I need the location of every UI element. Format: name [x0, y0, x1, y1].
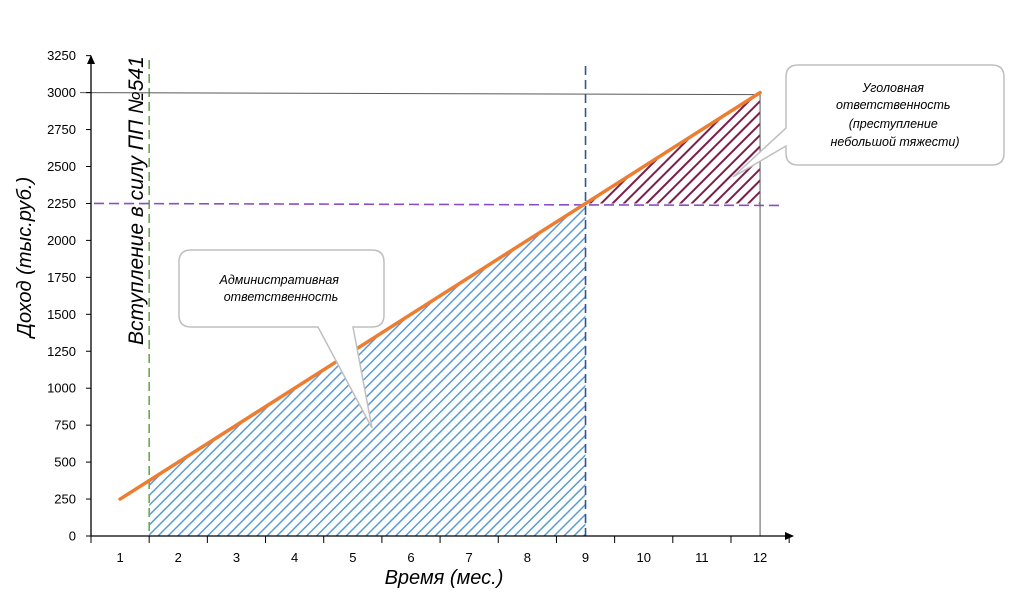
y-tick-label: 750	[54, 418, 76, 433]
callout-criminal-line: (преступление	[849, 117, 938, 131]
y-axis-title: Доход (тыс.руб.)	[14, 177, 36, 339]
x-tick-label: 10	[636, 550, 650, 565]
x-tick-label: 1	[116, 550, 123, 565]
y-tick-label: 250	[54, 492, 76, 507]
series-layer	[118, 90, 762, 501]
y-tick-label: 2000	[47, 233, 76, 248]
x-tick-label: 12	[753, 550, 767, 565]
y-tick-label: 1750	[47, 270, 76, 285]
callout-criminal-shape	[732, 64, 1005, 178]
x-tick-label: 7	[466, 550, 473, 565]
max-income-line	[79, 92, 761, 96]
x-tick-label: 5	[349, 550, 356, 565]
x-axis-title: Время (мес.)	[385, 567, 504, 589]
y-tick-label: 1250	[47, 344, 76, 359]
y-tick-label: 3250	[47, 48, 76, 63]
x-tick-label: 8	[524, 550, 531, 565]
x-tick-label: 11	[695, 550, 709, 565]
callout-criminal-line: ответственность	[836, 98, 951, 112]
y-tick-label: 2500	[47, 159, 76, 174]
callout-criminal-text: Уголовная ответственность (преступление …	[830, 81, 959, 149]
callout-criminal: Уголовная ответственность (преступление …	[732, 64, 1005, 178]
x-tick-label: 2	[175, 550, 182, 565]
x-tick-label: 9	[582, 550, 589, 565]
y-tick-label: 500	[54, 455, 76, 470]
y-tick-label: 0	[69, 529, 76, 544]
y-tick-label: 3000	[47, 85, 76, 100]
callout-admin: Административная ответственность	[178, 249, 385, 429]
callout-criminal-line: небольшой тяжести)	[830, 135, 959, 149]
threshold-income-line	[93, 202, 783, 207]
callout-admin-shape	[178, 249, 385, 429]
callout-admin-text: Административная ответственность	[219, 273, 343, 304]
y-tick-label: 2750	[47, 122, 76, 137]
x-tick-label: 3	[233, 550, 240, 565]
callout-admin-line: ответственность	[224, 290, 339, 304]
callout-criminal-line: Уголовная	[862, 81, 925, 95]
axes	[86, 55, 794, 543]
reference-lines	[79, 60, 783, 536]
x-tick-label: 6	[407, 550, 414, 565]
y-tick-label: 1500	[47, 307, 76, 322]
income-line	[118, 90, 762, 501]
tick-labels: 0250500750100012501500175020002250250027…	[47, 48, 767, 565]
x-tick-label: 4	[291, 550, 298, 565]
region-administrative-liability	[149, 203, 586, 536]
y-tick-label: 2250	[47, 196, 76, 211]
y-tick-label: 1000	[47, 381, 76, 396]
start-line-label: Вступление в силу ПП №541	[125, 56, 148, 345]
callout-admin-line: Административная	[219, 273, 340, 287]
